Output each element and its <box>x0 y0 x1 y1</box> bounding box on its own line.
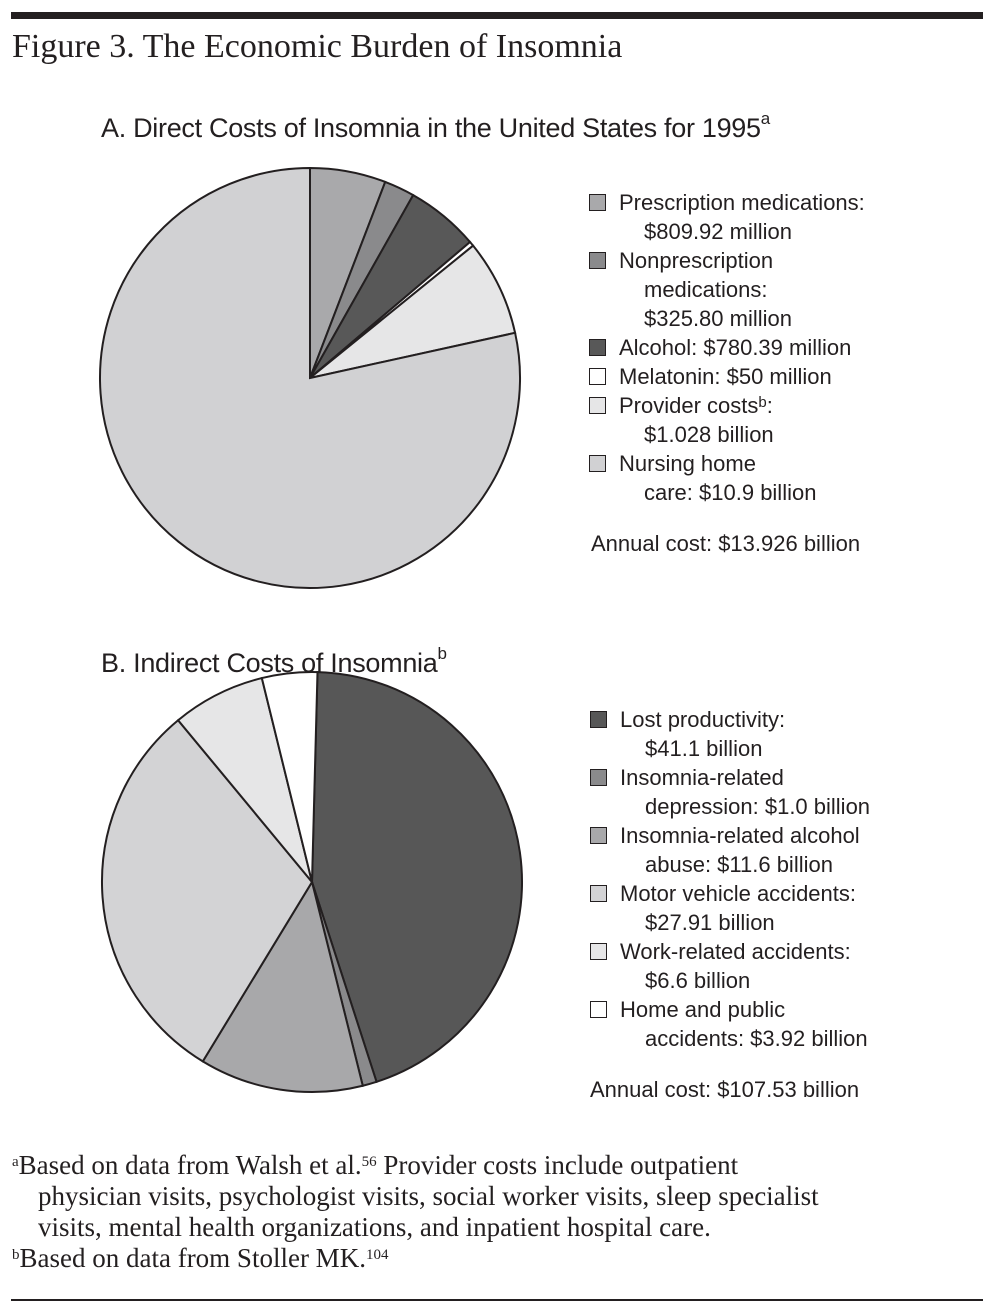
legend-direct-costs: Prescription medications: $809.92 million… <box>589 188 865 558</box>
legend-item: Home and public accidents: $3.92 billion <box>590 995 870 1053</box>
footnote-a-line3: visits, mental health organizations, and… <box>38 1212 711 1242</box>
chart-b-title-sup: b <box>437 644 447 663</box>
legend-label-sup: b <box>758 394 767 411</box>
legend-label: Insomnia-related <box>620 765 784 790</box>
legend-label: Prescription medications: <box>619 190 865 215</box>
legend-label-suffix: : <box>766 393 773 418</box>
pie-slice-home-and-public-accidents <box>260 671 319 883</box>
legend-value: depression: $1.0 billion <box>645 794 871 819</box>
legend-value: medications: <box>644 277 768 302</box>
footnotes: aBased on data from Walsh et al.56 Provi… <box>12 1150 987 1274</box>
pie-chart-indirect-costs <box>101 671 524 1093</box>
legend-item: Nursing home care: $10.9 billion <box>589 449 865 507</box>
legend-item: Provider costsb: $1.028 billion <box>589 391 865 449</box>
legend-swatch <box>590 943 607 960</box>
legend-swatch <box>590 827 607 844</box>
footnote-a-line1b: Provider costs include outpatient <box>376 1150 739 1180</box>
legend-swatch <box>590 769 607 786</box>
legend-label: Home and public <box>620 997 786 1022</box>
legend-item: Lost productivity: $41.1 billion <box>590 705 870 763</box>
legend-item: Insomnia-related alcohol abuse: $11.6 bil… <box>590 821 870 879</box>
legend-swatch <box>590 1001 607 1018</box>
footnote-b-text: Based on data from Stoller MK. <box>19 1243 366 1273</box>
footnote-a-ref: 56 <box>361 1154 377 1170</box>
legend-value: $41.1 billion <box>645 736 763 761</box>
legend-swatch <box>589 368 606 385</box>
legend-value: $6.6 billion <box>645 968 751 993</box>
top-rule <box>11 12 983 19</box>
chart-a-title-text: A. Direct Costs of Insomnia in the Unite… <box>101 113 761 143</box>
legend-swatch <box>589 194 606 211</box>
pie-slice-provider-costs <box>309 244 517 379</box>
legend-swatch <box>590 885 607 902</box>
legend-value: $1.028 billion <box>644 422 774 447</box>
legend-item: Motor vehicle accidents: $27.91 billion <box>590 879 870 937</box>
legend-label: Nursing home <box>619 451 756 476</box>
legend-item: Melatonin: $50 million <box>589 362 865 391</box>
footnote-a-line2: physician visits, psychologist visits, s… <box>38 1181 819 1211</box>
legend-value: abuse: $11.6 billion <box>645 852 833 877</box>
chart-b-title: B. Indirect Costs of Insomniab <box>101 644 447 679</box>
footnote-a-line1: Based on data from Walsh et al. <box>18 1150 362 1180</box>
chart-a-title: A. Direct Costs of Insomnia in the Unite… <box>101 109 770 144</box>
footnote-b-ref: 104 <box>365 1247 389 1263</box>
legend-swatch <box>589 397 606 414</box>
legend-swatch <box>589 455 606 472</box>
chart-b-title-text: B. Indirect Costs of Insomnia <box>101 648 438 678</box>
legend-label: Work-related accidents: <box>620 939 851 964</box>
pie-slice-nursing-home-care <box>99 166 521 589</box>
legend-label: Motor vehicle accidents: <box>620 881 856 906</box>
figure-title: Figure 3. The Economic Burden of Insomni… <box>12 28 623 65</box>
legend-item: Prescription medications: $809.92 million <box>589 188 865 246</box>
chart-a-title-sup: a <box>760 109 770 128</box>
legend-value: $325.80 million <box>644 306 792 331</box>
pie-slice-motor-vehicle-accidents <box>101 718 314 1063</box>
legend-item: Alcohol: $780.39 million <box>589 333 865 362</box>
legend-indirect-costs: Lost productivity: $41.1 billion Insomnia-… <box>590 705 870 1104</box>
legend-label: Melatonin: $50 million <box>619 364 832 389</box>
footnote-a-mark: a <box>12 1154 19 1170</box>
legend-swatch <box>590 711 607 728</box>
annual-cost-total: Annual cost: $107.53 billion <box>590 1077 860 1102</box>
footnote-b-mark: b <box>12 1247 20 1263</box>
legend-label: Nonprescription <box>619 248 774 273</box>
legend-value: $809.92 million <box>644 219 792 244</box>
pie-chart-direct-costs <box>99 166 521 589</box>
legend-swatch <box>589 339 606 356</box>
footnote-a: aBased on data from Walsh et al.56 Provi… <box>12 1150 987 1243</box>
legend-value: care: $10.9 billion <box>644 480 817 505</box>
pie-slice-lost-productivity <box>310 671 524 1084</box>
legend-label: Lost productivity: <box>620 707 786 732</box>
annual-cost-total: Annual cost: $13.926 billion <box>591 531 861 556</box>
legend-item: Insomnia-related depression: $1.0 billion <box>590 763 870 821</box>
pie-slice-insomnia-related-alcohol-abuse <box>201 879 364 1093</box>
footnote-b: bBased on data from Stoller MK.104 <box>12 1243 987 1274</box>
legend-swatch <box>589 252 606 269</box>
legend-item: Nonprescription medications: $325.80 milli… <box>589 246 865 333</box>
bottom-rule <box>11 1299 983 1301</box>
legend-label: Insomnia-related alcohol <box>620 823 860 848</box>
legend-label: Provider costs <box>619 393 759 418</box>
legend-label: Alcohol: $780.39 million <box>619 335 852 360</box>
legend-item: Work-related accidents: $6.6 billion <box>590 937 870 995</box>
legend-value: $27.91 billion <box>645 910 775 935</box>
legend-value: accidents: $3.92 billion <box>645 1026 868 1051</box>
